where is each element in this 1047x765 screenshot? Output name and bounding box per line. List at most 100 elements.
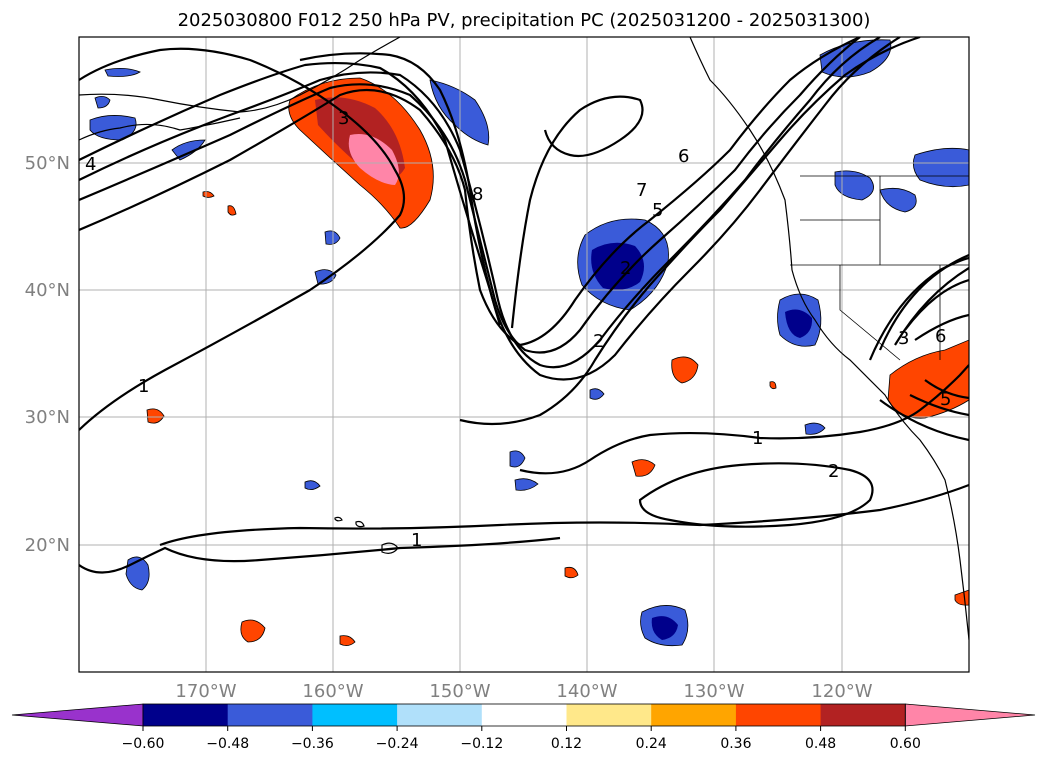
neg-blob-w5 [314,269,337,285]
colorbar-segment [397,704,483,726]
state-border-3 [839,265,901,361]
hawaii-2 [355,520,365,528]
pv-contour-11 [159,483,969,547]
lat-label: 40°N [25,280,70,301]
pv-contour-18 [924,379,969,400]
neg-blob-w8 [304,480,321,490]
map-area: 1 2 3 4 5 6 7 8 1 2 1 3 6 5 2 [79,37,969,672]
colorbar-segment [143,704,229,726]
colorbar-tick-label: 0.12 [551,736,582,752]
neg-blob-w1 [89,115,137,141]
colorbar-extension-high [904,703,1036,727]
contour-label-3b: 3 [898,328,909,349]
pv-contour-12 [79,536,561,574]
neg-blob-ne4 [879,187,917,213]
pv-contour-14 [894,267,969,346]
colorbar-tick-label: −0.48 [206,736,249,752]
pv-contour-19 [909,394,969,417]
north-america-coast [689,37,969,641]
neg-blob-south-core [651,616,678,640]
neg-blob-w11 [171,139,206,161]
colorbar-tick-label: 0.36 [720,736,751,752]
contour-labels: 1 2 3 4 5 6 7 8 1 2 1 3 6 5 2 [85,108,951,551]
graticule [79,37,969,672]
alaska-peninsula [79,117,241,141]
neg-blob-w7 [514,478,539,491]
colorbar-segment [227,704,313,726]
pv-contour-20 [879,399,969,442]
map-frame [78,36,970,673]
contour-label-6: 6 [678,146,689,167]
colorbar-extension-low [11,703,144,727]
colorbar-tick-label: 0.48 [805,736,836,752]
pv-contour-16 [868,256,969,361]
neg-blob-w2 [94,96,111,109]
precip-positive-regions [146,77,969,646]
colorbar-tick-label: −0.12 [460,736,503,752]
pos-blob-s3 [240,619,266,643]
pos-blob-s9 [227,205,237,216]
longitude-labels: 170°W 160°W 150°W 140°W 130°W 120°W [175,681,872,702]
neg-blob-w3 [104,68,141,77]
contour-label-8: 8 [472,184,483,205]
latitude-labels: 50°N 40°N 30°N 20°N [25,153,70,556]
map-title: 2025030800 F012 250 hPa PV, precipitatio… [178,10,871,31]
pos-blob-s5 [564,566,579,579]
pos-blob-s6 [339,635,356,646]
pv-contour-1 [79,47,406,431]
colorbar-segment [820,704,906,726]
lat-label: 20°N [25,535,70,556]
contour-label-2: 2 [593,331,604,352]
lon-label: 150°W [429,681,490,702]
lat-label: 30°N [25,407,70,428]
pv-contour-9 [519,364,969,475]
pv-contour-3 [79,37,861,354]
colorbar-segment [312,704,398,726]
pv-contour-15 [878,253,969,351]
contour-label-4: 4 [85,154,96,175]
neg-blob-central-core [591,242,644,290]
pos-blob-s1 [671,356,699,384]
lon-label: 170°W [175,681,236,702]
pv-contour-17 [914,313,969,341]
contour-label-3: 3 [338,108,349,129]
colorbar-tick-label: −0.60 [122,736,165,752]
contour-label-1c: 1 [411,530,422,551]
contour-label-5: 5 [652,200,663,221]
neg-blob-ne2 [912,147,969,188]
neg-blob-nw-coast [429,79,490,146]
colorbar-tick-label: −0.36 [291,736,334,752]
hawaii-3 [334,516,343,522]
colorbar-tick-label: 0.60 [890,736,921,752]
colorbar-segment [566,704,652,726]
alaska-coast [79,37,401,113]
lon-label: 130°W [683,681,744,702]
pos-blob-s10 [769,381,777,390]
lat-label: 50°N [25,153,70,174]
lon-label: 140°W [556,681,617,702]
contour-label-1b: 1 [752,428,763,449]
colorbar-tick-label: −0.24 [376,736,419,752]
pv-contour-5 [79,37,901,381]
pv-contour-6 [299,52,502,326]
pos-blob-s2 [631,459,656,477]
colorbar: −0.60 −0.48 −0.36 −0.24 −0.12 0.12 0.24 0.36 0.4… [11,703,1036,752]
pv-contour-10 [638,462,874,528]
pv-contours [79,37,969,574]
neg-blob-w9 [589,388,605,400]
pv-contour-2 [79,37,861,347]
neg-blob-w10 [804,422,826,435]
colorbar-segment [651,704,737,726]
colorbar-segment [735,704,822,726]
borders [790,175,969,361]
colorbar-frame [142,703,906,727]
contour-label-5b: 5 [940,389,951,410]
pos-blob-s4 [146,408,165,424]
lon-label: 120°W [811,681,872,702]
lon-label: 160°W [302,681,363,702]
contour-label-2c: 2 [620,258,631,279]
contour-label-6b: 6 [935,326,946,347]
pos-blob-alaska-pink [348,134,399,185]
contour-label-1: 1 [138,376,149,397]
